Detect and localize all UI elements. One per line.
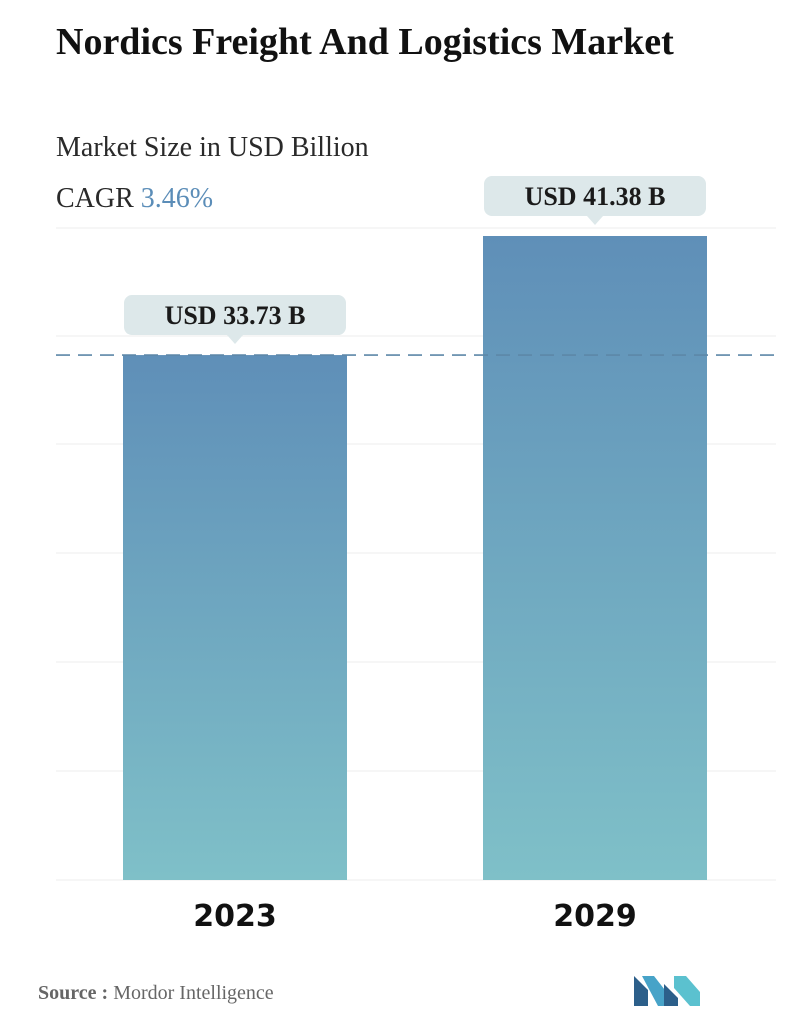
source-note: Source : Mordor Intelligence bbox=[38, 982, 274, 1005]
bar-chart: USD 33.73 B USD 41.38 B 2023 2029 bbox=[56, 176, 776, 934]
source-label: Source : bbox=[38, 982, 109, 1004]
data-label-pointer bbox=[587, 216, 603, 225]
chart-subtitle: Market Size in USD Billion bbox=[56, 132, 369, 163]
cagr-value: 3.46% bbox=[140, 183, 214, 214]
data-labels: USD 33.73 B USD 41.38 B bbox=[124, 176, 706, 345]
chart-title: Nordics Freight And Logistics Market bbox=[56, 21, 674, 63]
source-text: Mordor Intelligence bbox=[113, 982, 274, 1004]
x-axis-ticks: 2023 2029 bbox=[193, 899, 637, 934]
data-label-2029: USD 41.38 B bbox=[484, 176, 706, 225]
data-label-bubble bbox=[124, 295, 346, 336]
data-label-bubble bbox=[484, 176, 706, 216]
mordor-intelligence-logo-icon bbox=[634, 976, 700, 1006]
cagr-line: CAGR 3.46% bbox=[56, 183, 213, 215]
x-tick-label: 2029 bbox=[553, 899, 637, 934]
bar-2023 bbox=[123, 355, 347, 881]
data-label-2023: USD 33.73 B bbox=[124, 295, 346, 345]
data-label-text: USD 41.38 B bbox=[525, 182, 666, 211]
bars bbox=[123, 236, 707, 881]
x-tick-label: 2023 bbox=[193, 899, 277, 934]
data-label-pointer bbox=[227, 335, 243, 345]
data-label-text: USD 33.73 B bbox=[165, 301, 306, 330]
cagr-label: CAGR bbox=[56, 183, 134, 214]
bar-2029 bbox=[483, 236, 707, 880]
